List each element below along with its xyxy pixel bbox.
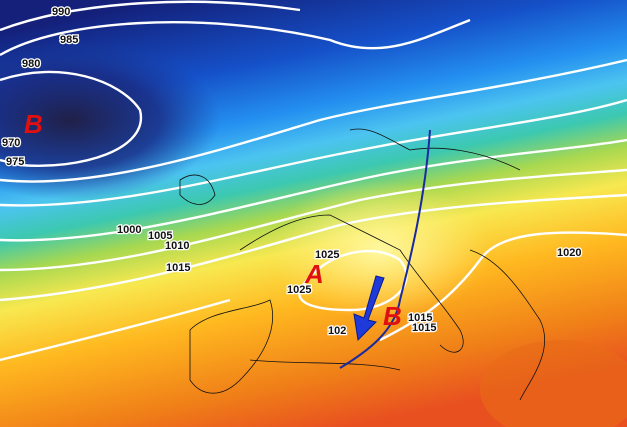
isobar-label: 1025 bbox=[315, 249, 339, 261]
isobar-label: 1015 bbox=[408, 312, 432, 324]
high-area bbox=[270, 180, 490, 320]
isobar-label: 1000 bbox=[117, 224, 141, 236]
low-area bbox=[0, 40, 220, 200]
isobar-label: 975 bbox=[6, 156, 24, 168]
isobars bbox=[0, 0, 627, 362]
isobar-label: 980 bbox=[22, 58, 40, 70]
high-pressure-center: A bbox=[304, 259, 324, 289]
warm-area bbox=[480, 340, 627, 427]
low-pressure-center: B bbox=[24, 109, 43, 139]
isobar-label: 985 bbox=[60, 34, 78, 46]
isobar-label: 990 bbox=[52, 6, 70, 18]
flow-arrow bbox=[353, 275, 385, 342]
low-pressure-center: B bbox=[383, 301, 402, 331]
isobar-label: 1025 bbox=[287, 284, 311, 296]
coastlines bbox=[179, 128, 546, 401]
isobar-label: 1005 bbox=[148, 230, 172, 242]
isobar-label: 1015 bbox=[166, 262, 190, 274]
front-line bbox=[339, 129, 431, 369]
isobar-label: 970 bbox=[2, 137, 20, 149]
isobar-label: 1020 bbox=[557, 247, 581, 259]
isobar-label: 102 bbox=[328, 325, 346, 337]
isobar-label: 1010 bbox=[165, 240, 189, 252]
isobar-label: 1015 bbox=[412, 322, 436, 334]
